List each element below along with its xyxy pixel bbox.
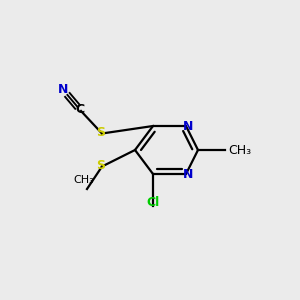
Text: CH₃: CH₃ [228,143,251,157]
Text: N: N [183,119,194,133]
Text: S: S [96,126,105,140]
Text: CH₃: CH₃ [74,176,94,185]
Text: S: S [96,159,105,172]
Text: C: C [75,103,84,116]
Text: Cl: Cl [146,196,160,209]
Text: N: N [58,83,68,96]
Text: N: N [183,167,194,181]
